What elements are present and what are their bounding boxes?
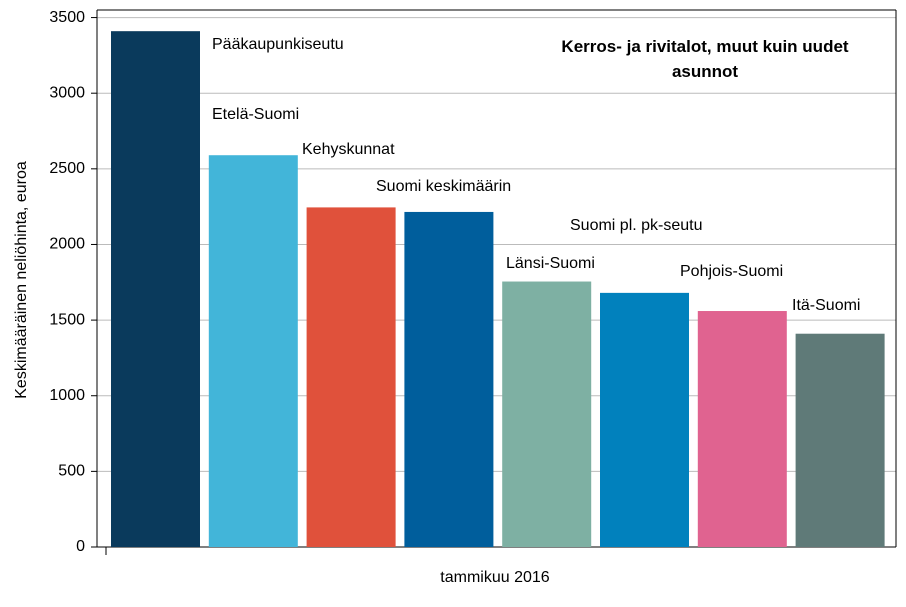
bar [404,211,494,547]
x-tick-label: tammikuu 2016 [440,569,550,586]
bar [502,281,592,547]
y-tick-label: 1000 [49,387,85,404]
y-tick-label: 3000 [49,84,85,101]
y-axis-label: Keskimääräinen neliöhinta, euroa [13,161,30,399]
bar [111,31,200,547]
y-tick-label: 3500 [49,9,85,26]
series-label: Kehyskunnat [302,141,395,158]
bar [795,333,885,547]
series-label: Länsi-Suomi [506,255,595,272]
bar [697,311,787,547]
series-label: Suomi pl. pk-seutu [570,217,703,234]
chart-title: Kerros- ja rivitalot, muut kuin uudet as… [561,37,849,81]
series-label: Pääkaupunkiseutu [212,36,344,53]
series-label: Suomi keskimäärin [376,178,511,195]
bar [208,155,298,547]
bar [306,207,396,547]
y-tick-label: 0 [76,538,85,555]
y-tick-label: 500 [58,463,85,480]
series-label: Pohjois-Suomi [680,263,783,280]
y-tick-label: 2000 [49,236,85,253]
series-label: Etelä-Suomi [212,106,299,123]
y-tick-label: 2500 [49,160,85,177]
bar [600,292,689,547]
y-tick-label: 1500 [49,311,85,328]
series-label: Itä-Suomi [792,297,860,314]
